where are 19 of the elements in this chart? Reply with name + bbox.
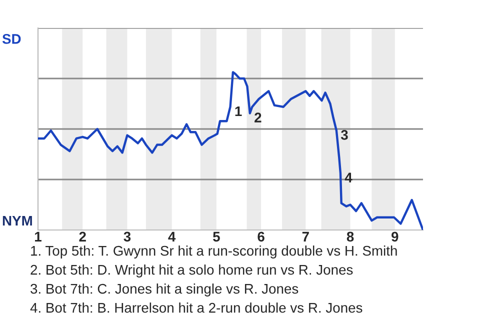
text: 3. Bot 7th: C. Jones hit a single vs R. Jones [30,284,298,296]
x-tick-label: 6 [258,232,264,242]
x-tick-label: 1 [35,232,42,242]
x-tick-label: 5 [213,232,220,242]
annotation: 3 [340,130,348,140]
x-tick-label: 9 [392,232,398,242]
x-tick-label: 8 [346,232,354,242]
text: 4. Bot 7th: B. Harrelson hit a 2-run double vs R. Jones [30,302,362,313]
x-tick-label: 4 [168,232,176,242]
annotation: 4 [344,172,352,182]
x-tick-label: 7 [302,232,309,242]
annotation: 1 [235,106,242,116]
x-tick-label: 2 [79,232,86,242]
annotation: 2 [254,112,262,122]
text: 1. Top 5th: T. Gwynn Sr hit a run-scoring double vs H. Smith [31,246,397,258]
x-tick-label: 3 [124,232,131,242]
text: SD [2,34,21,44]
text: 2. Bot 5th: D. Wright hit a solo home run vs R. Jones [30,264,353,278]
text: NYM [2,216,32,226]
